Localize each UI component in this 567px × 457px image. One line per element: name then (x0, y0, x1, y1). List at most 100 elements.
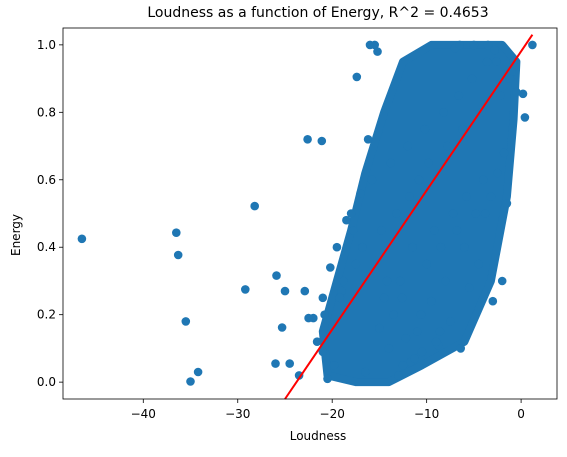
scatter-point (488, 296, 498, 306)
fit-line (284, 34, 534, 400)
scatter-point (250, 201, 259, 211)
scatter-point (382, 276, 392, 286)
scatter-point (375, 323, 384, 333)
chart-title: Loudness as a function of Energy, R^2 = … (147, 5, 488, 21)
scatter-point (394, 371, 403, 380)
scatter-point (482, 57, 492, 66)
scatter-point (389, 310, 398, 320)
scatter-point (186, 377, 195, 386)
scatter-point (422, 259, 432, 269)
scatter-point (193, 367, 203, 377)
scatter-point (480, 209, 490, 218)
scatter-point (272, 271, 281, 280)
scatter-point (512, 87, 521, 97)
scatter-point (356, 189, 365, 198)
scatter-point (304, 313, 313, 323)
scatter-point (318, 347, 328, 357)
scatter-point (427, 296, 436, 306)
scatter-point (320, 310, 329, 320)
scatter-point (505, 74, 515, 83)
scatter-point (285, 359, 295, 368)
scatter-point (397, 293, 407, 303)
x-axis-ticks: −40 −30 −20 −10 0 (131, 399, 525, 421)
scatter-point (386, 158, 396, 168)
scatter-point (439, 108, 449, 117)
scatter-point (417, 347, 427, 357)
scatter-point (172, 228, 181, 237)
scatter-point (474, 259, 483, 269)
scatter-point (377, 226, 386, 235)
scatter-point (420, 124, 430, 134)
y-tick-label: 0.8 (37, 105, 56, 119)
x-axis-label: Loudness (290, 429, 347, 443)
scatter-point (312, 337, 322, 347)
scatter-point (363, 135, 373, 144)
scatter-point (332, 242, 342, 252)
scatter-point (352, 72, 362, 82)
scatter-point (493, 168, 502, 178)
scatter-point (370, 40, 380, 50)
scatter-point (300, 286, 310, 296)
scatter-point (358, 242, 367, 252)
scatter-point (490, 45, 500, 55)
y-tick-label: 1.0 (37, 38, 56, 52)
scatter-point (317, 136, 327, 146)
scatter-point (518, 89, 528, 99)
y-tick-label: 0.2 (37, 308, 56, 322)
scatter-point (452, 226, 462, 235)
x-tick-label: −20 (320, 407, 345, 421)
scatter-point (471, 209, 481, 218)
scatter-point (520, 113, 530, 122)
scatter-point (464, 283, 474, 293)
scatter-point (373, 47, 382, 56)
scatter-point (398, 361, 408, 370)
scatter-point (351, 259, 361, 269)
scatter-point (431, 337, 441, 347)
scatter-point (277, 323, 287, 332)
scatter-point (462, 192, 471, 201)
scatter-point (335, 293, 345, 303)
scatter-point (403, 141, 413, 151)
scatter-point (361, 367, 370, 377)
scatter-point (429, 226, 439, 235)
scatter-point (492, 57, 501, 66)
x-tick-label: −30 (225, 407, 250, 421)
scatter-point (326, 263, 335, 272)
plot-frame (62, 27, 558, 400)
x-tick-label: −10 (414, 407, 439, 421)
scatter-point (454, 91, 464, 100)
scatter-point (443, 141, 452, 151)
scatter-point (367, 175, 377, 185)
y-tick-label: 0.0 (37, 375, 56, 389)
scatter-point (379, 293, 389, 303)
scatter-point (441, 276, 450, 286)
scatter-point (348, 226, 358, 235)
scatter-point (339, 276, 348, 286)
scatter-point (467, 74, 477, 83)
scatter-point (446, 317, 455, 326)
scatter-point (392, 209, 401, 218)
scatter-point (483, 40, 493, 50)
y-axis-label: Energy (9, 214, 23, 256)
scatter-point (448, 209, 458, 218)
scatter-point (337, 286, 346, 296)
fit-line-layer (284, 34, 534, 400)
scatter-point (424, 158, 433, 168)
scatter-point (294, 371, 304, 380)
x-tick-label: 0 (517, 407, 525, 421)
y-tick-label: 0.6 (37, 173, 56, 187)
scatter-point (346, 209, 356, 218)
scatter-point (497, 276, 507, 286)
y-tick-label: 0.4 (37, 240, 56, 254)
scatter-point (479, 175, 488, 185)
scatter-point (502, 199, 512, 208)
scatter-point (486, 192, 496, 201)
scatter-point (460, 242, 469, 252)
scatter-point (181, 317, 191, 326)
scatter-point (458, 124, 467, 134)
scatter-point (416, 310, 426, 320)
scatter-point (384, 344, 394, 353)
scatter-point (436, 242, 446, 252)
